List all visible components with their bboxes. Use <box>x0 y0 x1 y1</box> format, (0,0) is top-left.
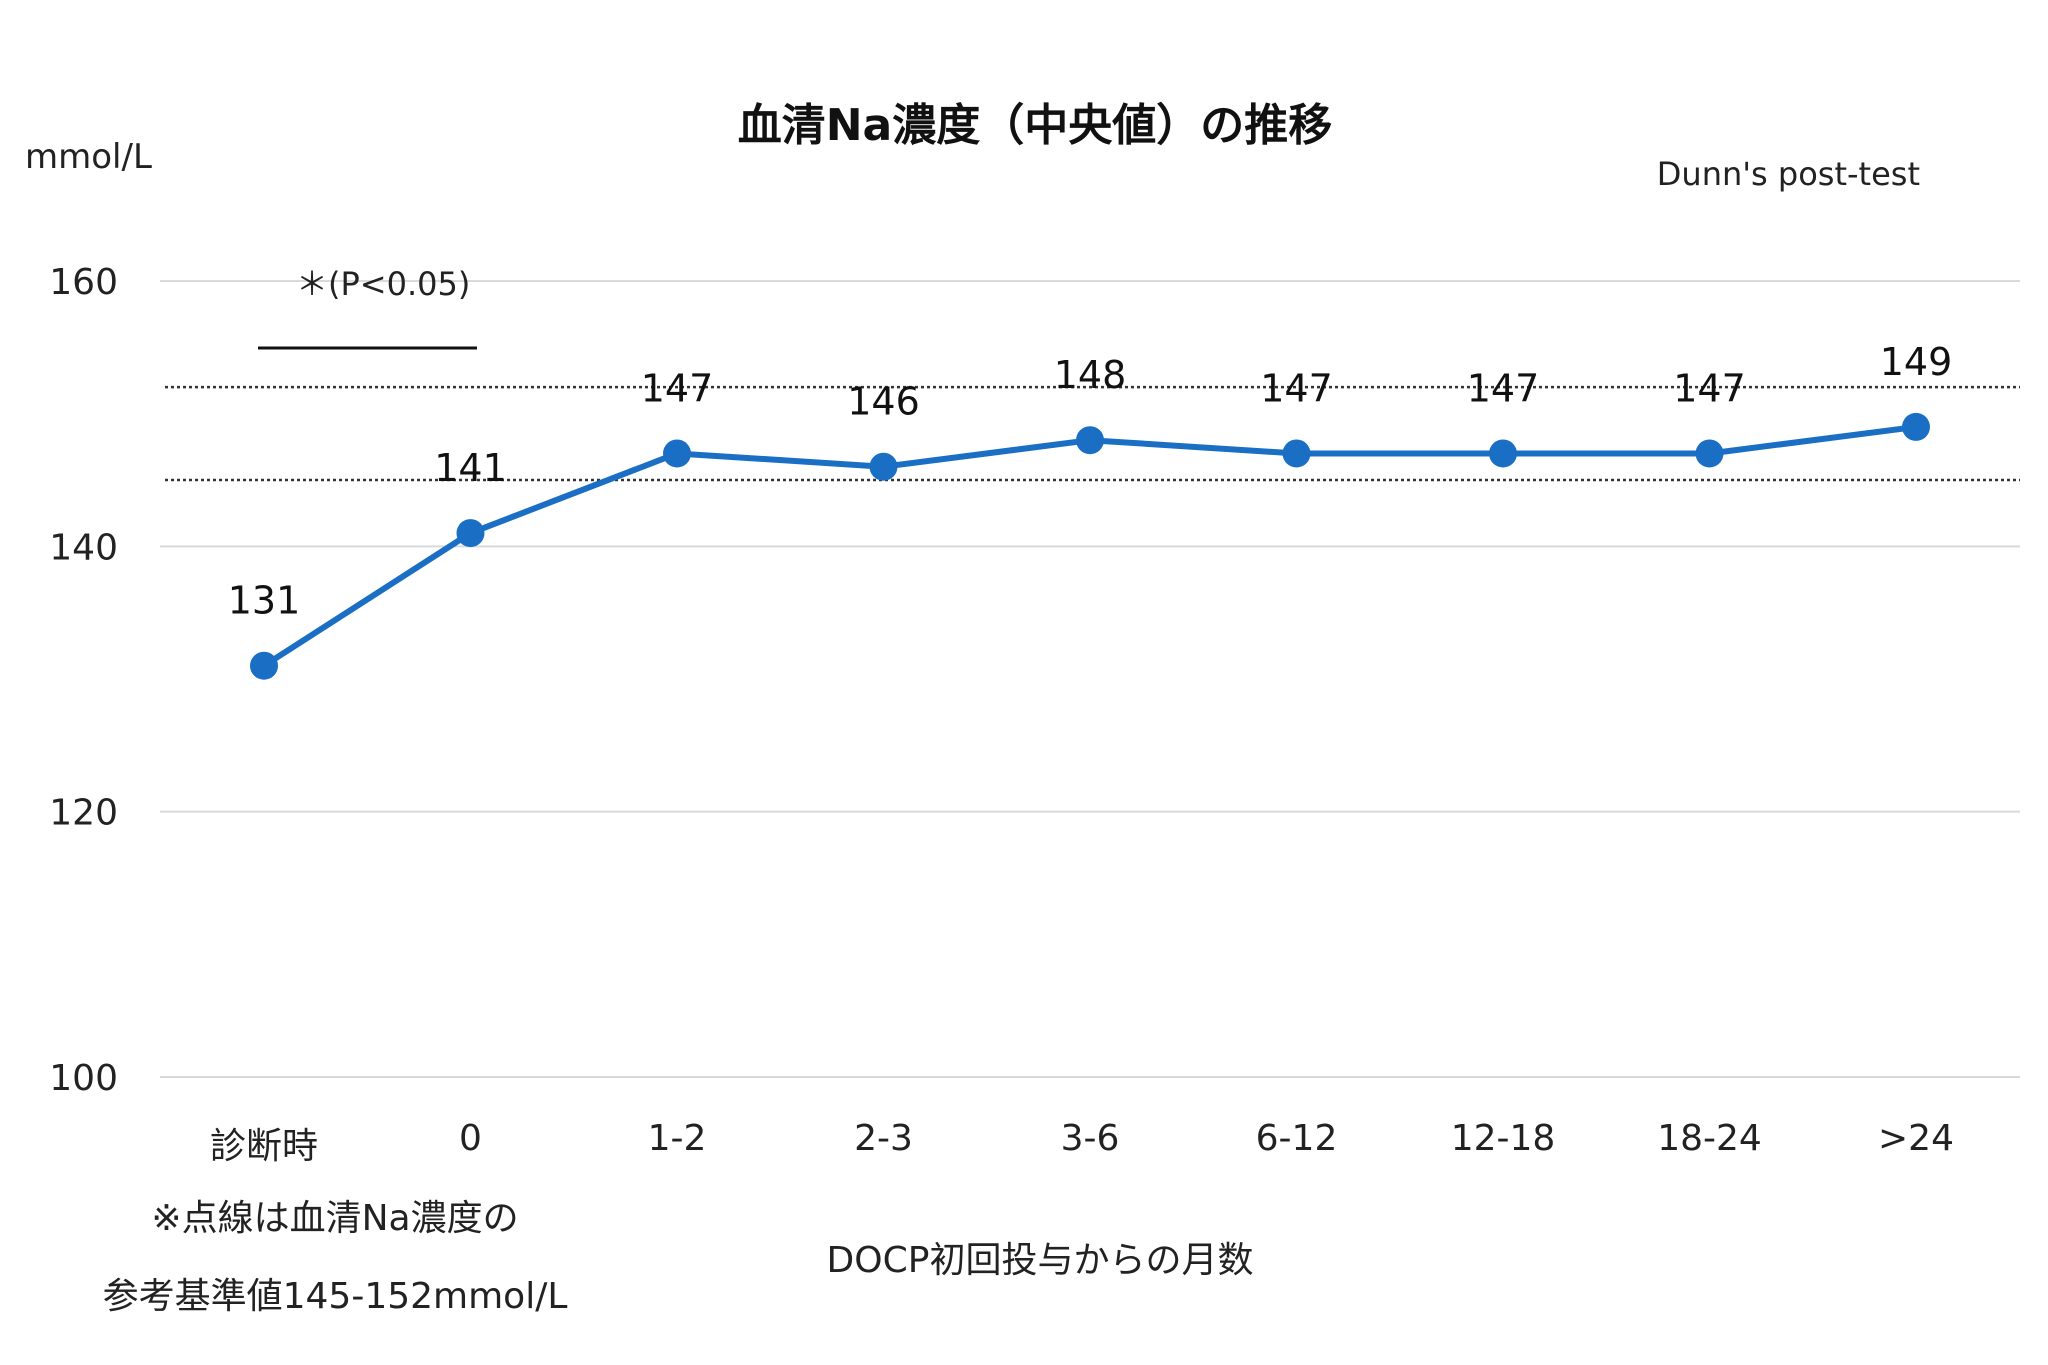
data-point <box>1489 439 1517 468</box>
footnote-line-1: ※点線は血清Na濃度の <box>151 1198 518 1239</box>
data-label: 147 <box>641 366 714 410</box>
data-point <box>1076 426 1104 455</box>
data-point <box>250 651 278 680</box>
data-point <box>1902 412 1930 441</box>
y-tick-label: 140 <box>49 527 118 568</box>
data-labels: 131 141 147 146 148 147 147 147 149 <box>228 340 1953 623</box>
x-tick-label: 12-18 <box>1451 1118 1556 1159</box>
series-line-group <box>250 412 1930 680</box>
data-label: 147 <box>1467 366 1540 410</box>
significance-text: ＊(P<0.05) <box>296 265 470 303</box>
data-label: 148 <box>1054 353 1127 397</box>
data-point <box>1282 439 1311 468</box>
posttest-note: Dunn's post-test <box>1657 155 1920 193</box>
data-point <box>1695 439 1724 468</box>
x-axis-title: DOCP初回投与からの月数 <box>827 1240 1254 1281</box>
x-tick-label: >24 <box>1878 1118 1954 1159</box>
y-tick-labels: 100 120 140 160 <box>49 262 118 1099</box>
x-tick-label: 1-2 <box>648 1118 707 1159</box>
data-point <box>663 439 691 468</box>
data-point <box>869 452 898 481</box>
data-label: 149 <box>1880 340 1953 384</box>
x-tick-label: 18-24 <box>1657 1118 1762 1159</box>
data-label: 147 <box>1260 366 1333 410</box>
x-tick-label: 2-3 <box>854 1118 913 1159</box>
chart-title: 血清Na濃度（中央値）の推移 <box>738 100 1333 151</box>
x-tick-labels: 診断時 0 1-2 2-3 3-6 6-12 12-18 18-24 >24 <box>210 1118 1954 1167</box>
y-tick-label: 100 <box>49 1058 118 1099</box>
data-label: 131 <box>228 579 301 623</box>
footnote-line-2: 参考基準値145-152mmol/L <box>103 1276 568 1317</box>
y-tick-label: 160 <box>49 262 118 303</box>
data-label: 146 <box>847 380 920 424</box>
x-tick-label: 6-12 <box>1256 1118 1338 1159</box>
significance-marker: ＊(P<0.05) <box>258 265 477 350</box>
data-label: 141 <box>434 446 507 490</box>
x-tick-label: 診断時 <box>210 1126 318 1167</box>
data-label: 147 <box>1673 366 1746 410</box>
y-axis-unit: mmol/L <box>25 137 152 177</box>
y-tick-label: 120 <box>49 793 118 834</box>
data-point <box>456 519 485 548</box>
x-tick-label: 3-6 <box>1061 1118 1120 1159</box>
x-tick-label: 0 <box>459 1118 482 1159</box>
